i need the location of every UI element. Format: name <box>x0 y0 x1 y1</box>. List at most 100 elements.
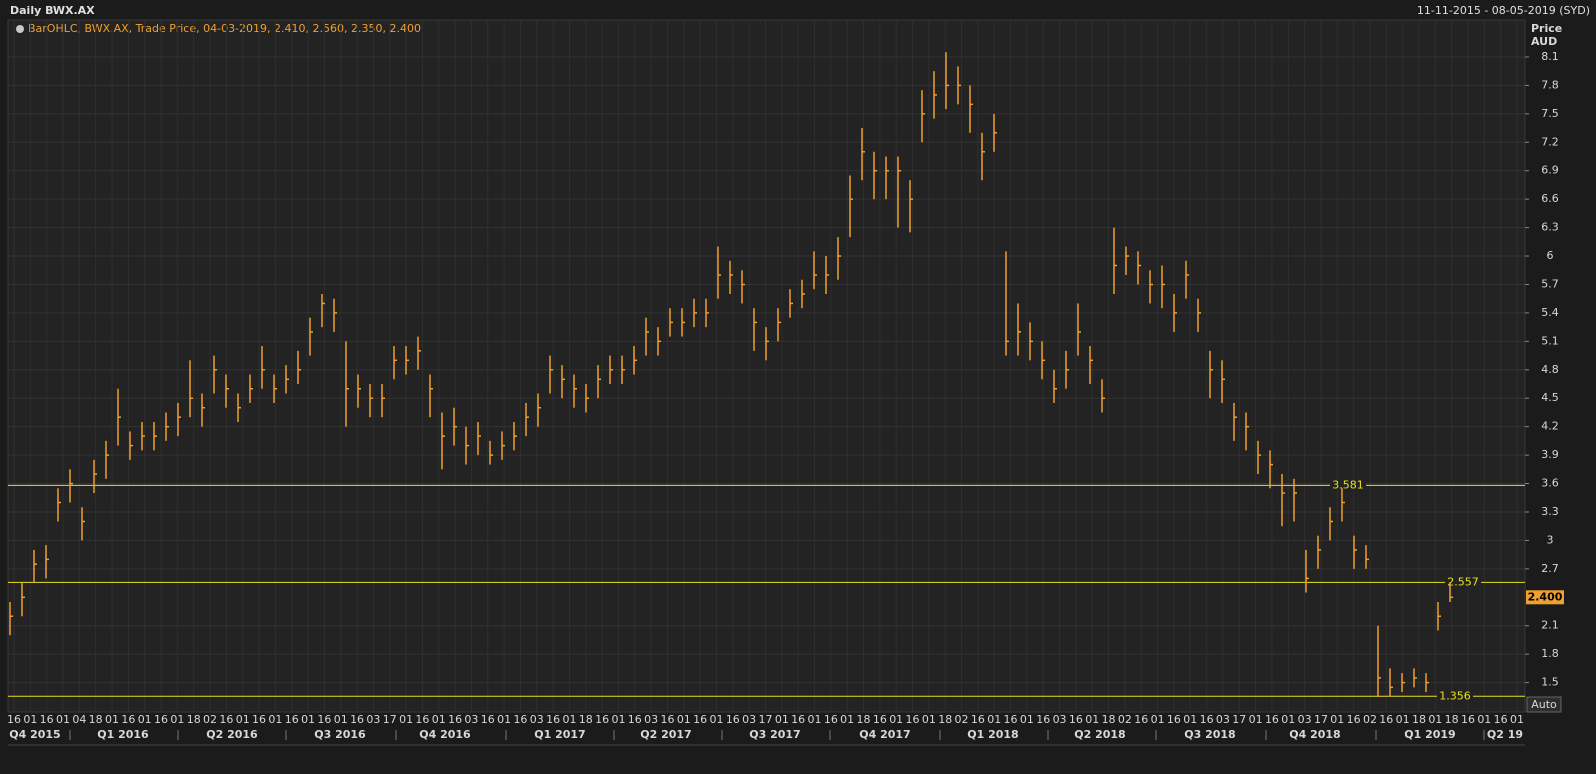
x-tick-label: 01 <box>399 713 413 726</box>
x-tick-label: 03 <box>366 713 380 726</box>
x-tick-label: 16 <box>873 713 887 726</box>
x-tick-label: 16 <box>1167 713 1181 726</box>
y-tick-label: 5.1 <box>1541 334 1559 347</box>
x-tick-label: 16 <box>448 713 462 726</box>
level-label: 1.356 <box>1439 689 1471 702</box>
y-tick-label: 4.2 <box>1541 420 1559 433</box>
y-tick-label: 1.5 <box>1541 676 1559 689</box>
level-label: 3.581 <box>1332 478 1364 491</box>
x-tick-label: 16 <box>513 713 527 726</box>
y-tick-label: 1.8 <box>1541 647 1559 660</box>
x-tick-label: 16 <box>1069 713 1083 726</box>
x-tick-label: 18 <box>938 713 952 726</box>
x-tick-label: 03 <box>1298 713 1312 726</box>
x-tick-label: 16 <box>693 713 707 726</box>
x-tick-label: 01 <box>562 713 576 726</box>
date-range: 11-11-2015 - 08-05-2019 (SYD) <box>1417 4 1590 17</box>
x-tick-label: 01 <box>236 713 250 726</box>
x-tick-label: 17 <box>759 713 773 726</box>
x-tick-label: 01 <box>1396 713 1410 726</box>
quarter-label: Q4 2016 <box>419 728 471 741</box>
level-label-bg <box>1437 690 1473 703</box>
x-tick-label: 18 <box>579 713 593 726</box>
x-tick-label: 01 <box>1249 713 1263 726</box>
y-tick-label: 5.4 <box>1541 306 1559 319</box>
x-tick-label: 16 <box>1494 713 1508 726</box>
x-tick-label: 01 <box>808 713 822 726</box>
x-tick-label: 16 <box>824 713 838 726</box>
x-tick-label: 18 <box>1445 713 1459 726</box>
x-tick-label: 16 <box>219 713 233 726</box>
x-tick-label: 02 <box>1118 713 1132 726</box>
y-tick-label: 2.7 <box>1541 562 1559 575</box>
x-tick-label: 01 <box>1510 713 1524 726</box>
legend-icon <box>16 25 24 33</box>
x-tick-label: 16 <box>1134 713 1148 726</box>
x-tick-label: 16 <box>660 713 674 726</box>
x-tick-label: 01 <box>709 713 723 726</box>
x-tick-label: 16 <box>121 713 135 726</box>
x-tick-label: 01 <box>1477 713 1491 726</box>
x-tick-label: 01 <box>840 713 854 726</box>
y-tick-label: 3 <box>1547 533 1554 546</box>
quarter-label: Q1 2018 <box>967 728 1018 741</box>
y-tick-label: 3.6 <box>1541 477 1559 490</box>
x-tick-label: 18 <box>1412 713 1426 726</box>
x-tick-label: 01 <box>1151 713 1165 726</box>
x-tick-label: 16 <box>481 713 495 726</box>
x-tick-label: 16 <box>317 713 331 726</box>
level-label-bg <box>1445 576 1481 589</box>
y-tick-label: 5.7 <box>1541 277 1559 290</box>
y-tick-label: 4.8 <box>1541 363 1559 376</box>
y-tick-label: 6.6 <box>1541 192 1559 205</box>
x-tick-label: 16 <box>971 713 985 726</box>
quarter-label: Q3 2017 <box>749 728 800 741</box>
x-tick-label: 03 <box>1053 713 1067 726</box>
x-tick-label: 01 <box>922 713 936 726</box>
x-tick-label: 16 <box>1004 713 1018 726</box>
legend: BarOHLC, BWX.AX, Trade Price, 04-03-2019… <box>28 22 421 35</box>
x-tick-label: 16 <box>1461 713 1475 726</box>
chart-title: Daily BWX.AX <box>10 4 95 17</box>
y-tick-label: 6.3 <box>1541 221 1559 234</box>
x-tick-label: 16 <box>7 713 21 726</box>
y-axis-unit: AUD <box>1531 35 1557 48</box>
x-tick-label: 16 <box>595 713 609 726</box>
quarter-label: Q1 2017 <box>534 728 585 741</box>
auto-button-label[interactable]: Auto <box>1531 698 1557 711</box>
x-tick-label: 01 <box>1020 713 1034 726</box>
x-tick-label: 16 <box>1036 713 1050 726</box>
x-tick-label: 01 <box>334 713 348 726</box>
quarter-label: Q3 2018 <box>1184 728 1235 741</box>
x-tick-label: 16 <box>350 713 364 726</box>
x-tick-label: 01 <box>268 713 282 726</box>
y-tick-label: 4.5 <box>1541 391 1559 404</box>
x-tick-label: 02 <box>955 713 969 726</box>
y-tick-label: 6.9 <box>1541 164 1559 177</box>
x-tick-label: 02 <box>1363 713 1377 726</box>
x-tick-label: 01 <box>432 713 446 726</box>
y-tick-label: 7.8 <box>1541 78 1559 91</box>
x-tick-label: 03 <box>742 713 756 726</box>
x-tick-label: 01 <box>1330 713 1344 726</box>
x-tick-label: 03 <box>1216 713 1230 726</box>
quarter-label: Q4 2015 <box>9 728 60 741</box>
x-tick-label: 04 <box>72 713 86 726</box>
quarter-label: Q4 2018 <box>1289 728 1340 741</box>
x-tick-label: 16 <box>628 713 642 726</box>
level-label-bg <box>1330 479 1366 492</box>
x-tick-label: 18 <box>1102 713 1116 726</box>
x-tick-label: 17 <box>1314 713 1328 726</box>
level-label: 2.557 <box>1447 575 1479 588</box>
x-tick-label: 16 <box>40 713 54 726</box>
last-price-label: 2.400 <box>1528 590 1563 603</box>
x-tick-label: 01 <box>138 713 152 726</box>
x-tick-label: 18 <box>89 713 103 726</box>
x-tick-label: 17 <box>1232 713 1246 726</box>
auto-button[interactable] <box>1526 696 1562 713</box>
y-tick-label: 3.3 <box>1541 505 1559 518</box>
x-tick-label: 01 <box>889 713 903 726</box>
x-tick-label: 16 <box>415 713 429 726</box>
y-tick-label: 7.2 <box>1541 135 1559 148</box>
